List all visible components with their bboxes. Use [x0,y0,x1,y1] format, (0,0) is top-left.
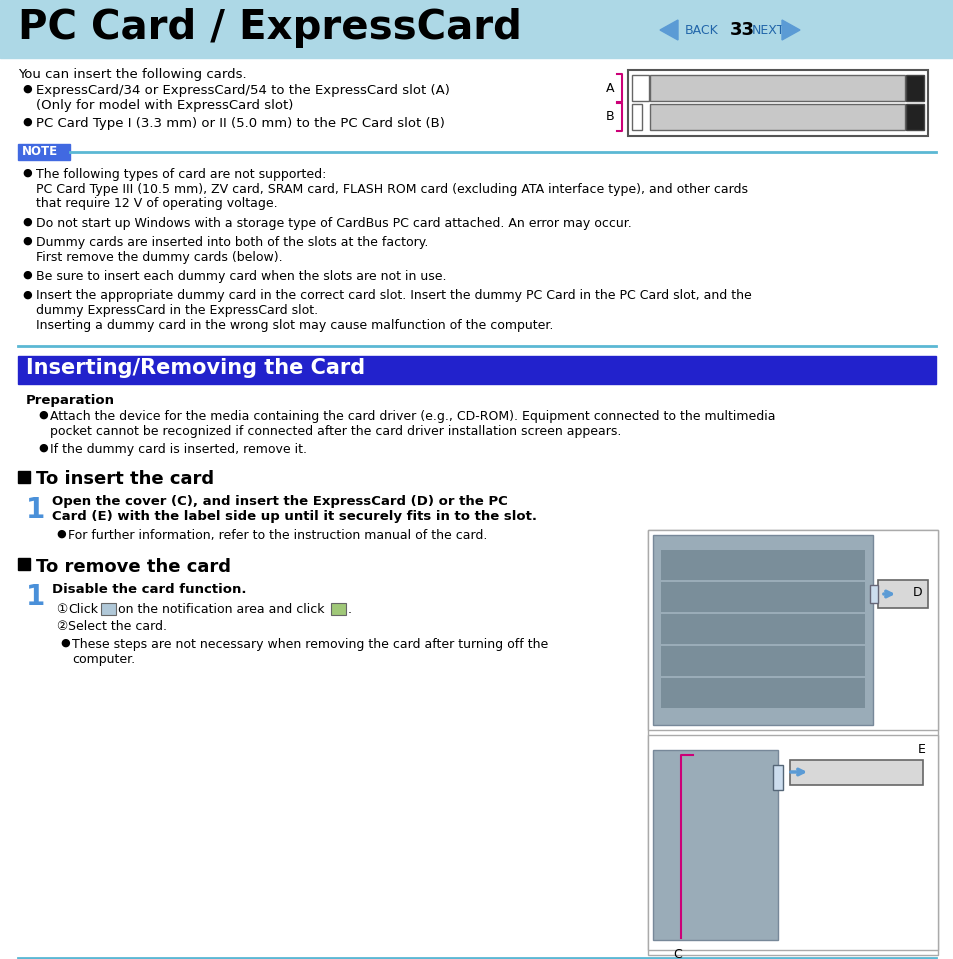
Text: 1: 1 [26,583,45,611]
Text: Attach the device for the media containing the card driver (e.g., CD-ROM). Equip: Attach the device for the media containi… [50,410,775,423]
Text: For further information, refer to the instruction manual of the card.: For further information, refer to the in… [68,528,487,542]
Text: B: B [605,110,614,124]
Bar [652,535,872,725]
Text: on the notification area and click: on the notification area and click [118,603,324,616]
Text: Do not start up Windows with a storage type of CardBus PC card attached. An erro: Do not start up Windows with a storage t… [36,217,631,229]
Text: Card (E) with the label side up until it securely fits in to the slot.: Card (E) with the label side up until it… [52,510,537,523]
Text: ExpressCard/34 or ExpressCard/54 to the ExpressCard slot (A): ExpressCard/34 or ExpressCard/54 to the … [36,84,450,97]
Text: ●: ● [56,528,66,539]
Text: D: D [912,586,922,599]
Text: Dummy cards are inserted into both of the slots at the factory.: Dummy cards are inserted into both of th… [36,236,428,249]
Text: ●: ● [22,84,31,94]
Text: BACK: BACK [684,24,718,36]
Bar [331,603,346,615]
Bar [652,750,778,940]
Text: ●: ● [22,117,31,127]
Bar [647,530,937,955]
Polygon shape [781,20,800,40]
Bar [647,530,937,730]
Text: ●: ● [22,290,31,299]
Text: ●: ● [22,217,31,226]
Text: Open the cover (C), and insert the ExpressCard (D) or the PC: Open the cover (C), and insert the Expre… [52,496,507,508]
Text: Be sure to insert each dummy card when the slots are not in use.: Be sure to insert each dummy card when t… [36,270,446,283]
Text: that require 12 V of operating voltage.: that require 12 V of operating voltage. [36,197,277,210]
Bar [660,678,864,708]
Text: Click: Click [68,603,98,616]
Text: First remove the dummy cards (below).: First remove the dummy cards (below). [36,250,282,264]
Text: ●: ● [22,270,31,280]
Bar [660,550,864,580]
Text: Preparation: Preparation [26,394,115,407]
Text: Insert the appropriate dummy card in the correct card slot. Insert the dummy PC : Insert the appropriate dummy card in the… [36,290,751,302]
Bar [660,582,864,612]
Bar [649,75,904,101]
Text: To remove the card: To remove the card [36,558,231,576]
Bar [660,646,864,676]
Bar [789,760,923,785]
Text: PC Card / ExpressCard: PC Card / ExpressCard [18,8,521,48]
Text: ●: ● [22,168,31,178]
Polygon shape [659,20,678,40]
Bar [0,0,953,58]
Text: 1: 1 [26,496,45,524]
Text: pocket cannot be recognized if connected after the card driver installation scre: pocket cannot be recognized if connected… [50,425,620,437]
Text: ●: ● [38,443,48,453]
Text: ●: ● [60,638,70,648]
Text: ②: ② [56,620,67,633]
Bar [18,356,935,384]
Text: .: . [348,603,352,616]
Text: dummy ExpressCard in the ExpressCard slot.: dummy ExpressCard in the ExpressCard slo… [36,304,317,317]
Text: If the dummy card is inserted, remove it.: If the dummy card is inserted, remove it… [50,443,307,456]
Bar [647,735,937,950]
Bar [869,585,877,603]
Text: PC Card Type I (3.3 mm) or II (5.0 mm) to the PC Card slot (B): PC Card Type I (3.3 mm) or II (5.0 mm) t… [36,117,444,130]
Text: A: A [605,82,614,95]
Text: PC Card Type III (10.5 mm), ZV card, SRAM card, FLASH ROM card (excluding ATA in: PC Card Type III (10.5 mm), ZV card, SRA… [36,182,747,196]
Text: ●: ● [22,236,31,246]
Bar [631,75,648,101]
Text: C: C [672,948,681,959]
Text: To insert the card: To insert the card [36,471,213,488]
Text: (Only for model with ExpressCard slot): (Only for model with ExpressCard slot) [36,99,294,111]
Text: The following types of card are not supported:: The following types of card are not supp… [36,168,326,181]
Text: Inserting/Removing the Card: Inserting/Removing the Card [26,358,365,378]
Bar [905,104,923,130]
Text: NOTE: NOTE [22,145,58,158]
Bar [101,603,116,615]
Text: These steps are not necessary when removing the card after turning off the: These steps are not necessary when remov… [71,638,548,651]
Bar [905,75,923,101]
Text: ①: ① [56,603,67,616]
Text: 33: 33 [729,21,754,39]
Text: Inserting a dummy card in the wrong slot may cause malfunction of the computer.: Inserting a dummy card in the wrong slot… [36,318,553,332]
Bar [18,144,70,160]
Bar [18,471,30,482]
Text: ●: ● [38,410,48,420]
Bar [18,558,30,570]
Bar [649,104,904,130]
Text: Select the card.: Select the card. [68,620,167,633]
Text: NEXT: NEXT [751,24,784,36]
Bar [772,765,782,790]
Text: Disable the card function.: Disable the card function. [52,583,246,596]
Bar [660,614,864,644]
Text: You can insert the following cards.: You can insert the following cards. [18,68,247,81]
Text: computer.: computer. [71,652,135,666]
Text: E: E [917,743,925,756]
Bar [627,70,927,136]
Bar [631,104,641,130]
Bar [877,580,927,608]
